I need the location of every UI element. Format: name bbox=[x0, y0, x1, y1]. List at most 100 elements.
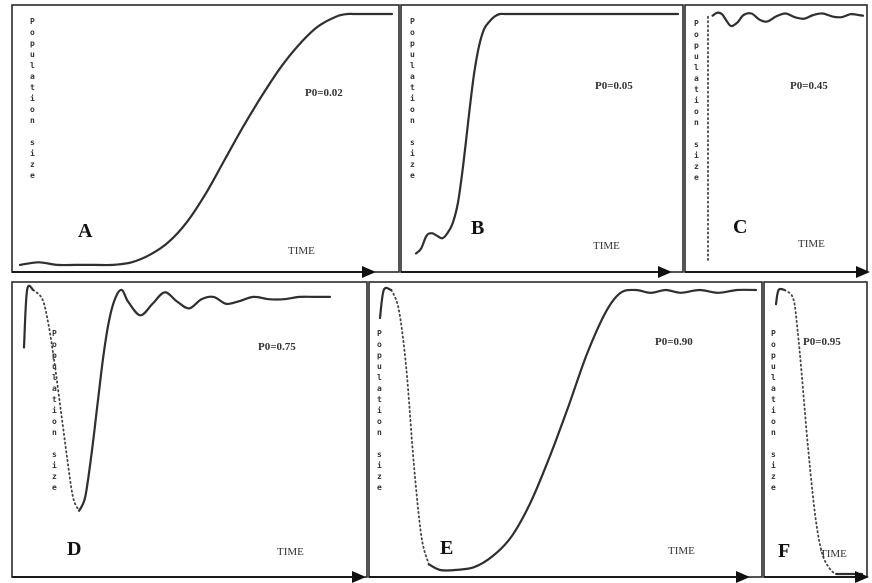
ylabel-char: o bbox=[410, 105, 415, 114]
panel-b-frame bbox=[400, 4, 684, 273]
ylabel-char: u bbox=[377, 362, 382, 371]
panel-c-curve bbox=[711, 11, 865, 28]
ylabel-char: a bbox=[377, 384, 382, 393]
panel-b-time-label: TIME bbox=[593, 240, 620, 252]
ylabel-char bbox=[52, 439, 57, 448]
ylabel-char: P bbox=[694, 19, 699, 28]
ylabel-char: s bbox=[377, 450, 382, 459]
ylabel-char: i bbox=[52, 405, 57, 415]
ylabel-char: a bbox=[694, 74, 699, 83]
ylabel-char: e bbox=[771, 483, 776, 492]
ylabel-char: z bbox=[771, 472, 776, 481]
ylabel-char: i bbox=[410, 93, 415, 103]
ylabel-char: P bbox=[52, 329, 57, 338]
ylabel-char: o bbox=[694, 30, 699, 39]
ylabel-char: a bbox=[771, 384, 776, 393]
panel-e-time-label: TIME bbox=[668, 545, 695, 557]
panel-f-x-arrow bbox=[855, 571, 869, 583]
ylabel-char: e bbox=[410, 171, 415, 180]
ylabel-char: o bbox=[771, 340, 776, 349]
ylabel-char: u bbox=[694, 52, 699, 61]
ylabel-char: l bbox=[694, 63, 699, 72]
ylabel-char: u bbox=[771, 362, 776, 371]
ylabel-char: t bbox=[52, 395, 57, 404]
ylabel-char bbox=[410, 127, 415, 136]
ylabel-char: i bbox=[377, 405, 382, 415]
panel-b-x-arrow bbox=[658, 266, 672, 278]
ylabel-char: u bbox=[30, 50, 35, 59]
ylabel-char: p bbox=[771, 351, 776, 360]
panel-a-x-arrow bbox=[362, 266, 376, 278]
panel-b-p0-label: P0=0.05 bbox=[595, 80, 633, 92]
panel-a-frame bbox=[11, 4, 400, 273]
panel-d-letter: D bbox=[67, 538, 81, 560]
ylabel-char: s bbox=[694, 140, 699, 149]
ylabel-char: u bbox=[410, 50, 415, 59]
ylabel-char: i bbox=[694, 150, 699, 160]
ylabel-char: t bbox=[771, 395, 776, 404]
ylabel-char: o bbox=[771, 417, 776, 426]
panel-f-frame bbox=[763, 281, 868, 578]
panel-a-letter: A bbox=[78, 220, 93, 242]
ylabel-char: i bbox=[410, 148, 415, 158]
panel-d-dotted-drop bbox=[32, 289, 80, 512]
ylabel-char: a bbox=[410, 72, 415, 81]
panel-c-p0-label: P0=0.45 bbox=[790, 80, 828, 92]
ylabel-char: e bbox=[377, 483, 382, 492]
panel-a-p0-label: P0=0.02 bbox=[305, 87, 343, 99]
ylabel-char: t bbox=[377, 395, 382, 404]
ylabel-char: o bbox=[30, 105, 35, 114]
panel-a-time-label: TIME bbox=[288, 245, 315, 257]
ylabel-char: n bbox=[52, 428, 57, 437]
ylabel-char: s bbox=[30, 138, 35, 147]
ylabel-char: a bbox=[30, 72, 35, 81]
ylabel-char: i bbox=[694, 95, 699, 105]
ylabel-char: n bbox=[410, 116, 415, 125]
ylabel-char: s bbox=[771, 450, 776, 459]
panel-d-x-arrow bbox=[352, 571, 366, 583]
ylabel-char: l bbox=[377, 373, 382, 382]
panel-d-frame bbox=[11, 281, 368, 578]
ylabel-char: e bbox=[52, 483, 57, 492]
ylabel-char: t bbox=[694, 85, 699, 94]
panel-b-letter: B bbox=[471, 217, 484, 239]
ylabel-char: a bbox=[52, 384, 57, 393]
ylabel-char: p bbox=[410, 39, 415, 48]
ylabel-char bbox=[30, 127, 35, 136]
ylabel-char: i bbox=[377, 460, 382, 470]
panel-e-frame bbox=[368, 281, 763, 578]
ylabel-char: P bbox=[410, 17, 415, 26]
ylabel-char bbox=[771, 439, 776, 448]
panel-c-letter: C bbox=[733, 216, 747, 238]
ylabel-char: P bbox=[377, 329, 382, 338]
ylabel-char: o bbox=[52, 417, 57, 426]
ylabel-char: l bbox=[410, 61, 415, 70]
ylabel-char: l bbox=[771, 373, 776, 382]
ylabel-char bbox=[377, 439, 382, 448]
ylabel-char: o bbox=[52, 340, 57, 349]
ylabel-char: l bbox=[30, 61, 35, 70]
ylabel-char: l bbox=[52, 373, 57, 382]
ylabel-char: e bbox=[694, 173, 699, 182]
ylabel-char: z bbox=[377, 472, 382, 481]
panel-c-x-arrow bbox=[856, 266, 870, 278]
ylabel-char: n bbox=[694, 118, 699, 127]
ylabel-char: P bbox=[30, 17, 35, 26]
ylabel-char: i bbox=[52, 460, 57, 470]
ylabel-char: o bbox=[410, 28, 415, 37]
ylabel-char: o bbox=[694, 107, 699, 116]
ylabel-char: p bbox=[30, 39, 35, 48]
ylabel-char: p bbox=[377, 351, 382, 360]
panel-d-curve bbox=[22, 284, 332, 512]
ylabel-char: n bbox=[771, 428, 776, 437]
